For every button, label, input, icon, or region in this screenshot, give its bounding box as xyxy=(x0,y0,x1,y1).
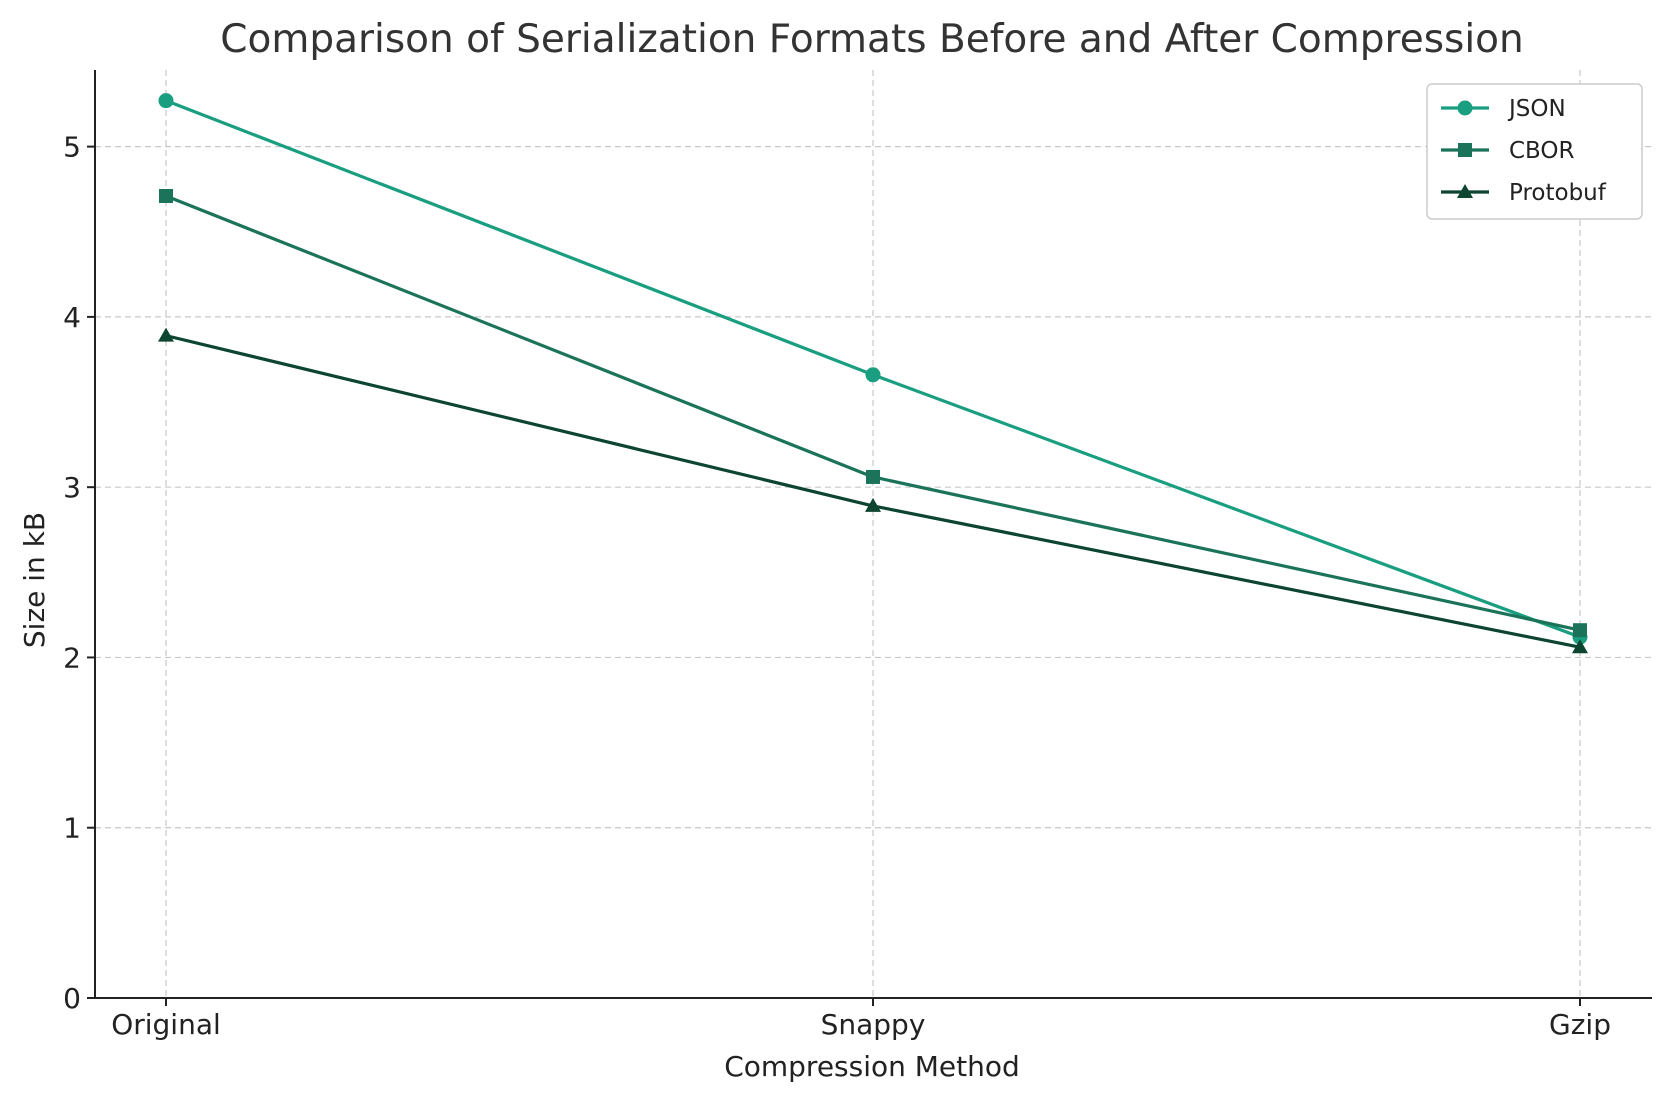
series-protobuf xyxy=(158,327,1588,654)
legend: JSON CBOR Protobuf xyxy=(1426,83,1643,220)
cbor-point xyxy=(866,469,880,484)
legend-item-cbor: CBOR xyxy=(1441,138,1575,164)
x-tick-label: Snappy xyxy=(821,1008,926,1041)
y-tick-label: 3 xyxy=(63,471,81,504)
ticks: 0 1 2 3 4 5 Original Snappy Gzip xyxy=(63,131,1611,1041)
chart-title: Comparison of Serialization Formats Befo… xyxy=(220,17,1524,62)
legend-marker-protobuf xyxy=(1457,184,1473,198)
y-tick-label: 2 xyxy=(63,641,81,674)
json-point xyxy=(865,367,881,383)
legend-item-protobuf: Protobuf xyxy=(1441,180,1607,206)
legend-marker-cbor xyxy=(1458,143,1472,157)
legend-label-protobuf: Protobuf xyxy=(1509,180,1607,206)
legend-label-cbor: CBOR xyxy=(1509,138,1575,164)
x-axis-label: Compression Method xyxy=(724,1050,1020,1083)
legend-frame xyxy=(1426,83,1643,220)
legend-label-json: JSON xyxy=(1507,96,1566,122)
series-layer xyxy=(158,93,1588,654)
y-tick-label: 1 xyxy=(63,812,81,845)
grid xyxy=(95,70,1652,998)
protobuf-point xyxy=(1572,639,1588,654)
protobuf-point xyxy=(865,497,881,512)
cbor-point xyxy=(1573,623,1587,638)
legend-marker-json xyxy=(1457,100,1473,116)
x-tick-label: Gzip xyxy=(1549,1008,1611,1041)
series-cbor xyxy=(159,189,1587,638)
y-tick-label: 5 xyxy=(63,131,81,164)
y-tick-label: 4 xyxy=(63,301,81,334)
x-tick-label: Original xyxy=(111,1008,221,1041)
json-point xyxy=(158,93,174,109)
y-tick-label: 0 xyxy=(63,982,81,1015)
cbor-point xyxy=(159,189,173,204)
legend-item-json: JSON xyxy=(1441,96,1566,122)
y-axis-label: Size in kB xyxy=(18,512,51,648)
protobuf-point xyxy=(158,327,174,342)
